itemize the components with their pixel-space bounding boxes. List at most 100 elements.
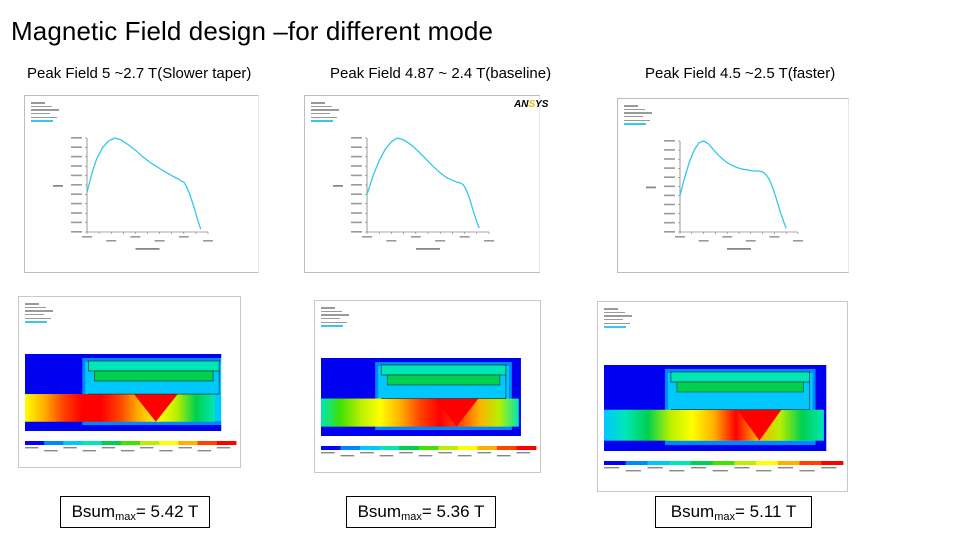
peak-field-region [133, 394, 178, 422]
header-line [311, 109, 339, 111]
y-tick-label [71, 231, 82, 233]
header-line [31, 116, 57, 118]
contour-svg [604, 365, 844, 472]
y-tick-label [351, 202, 362, 205]
x-axis-label [727, 248, 751, 250]
field-profile-plot-slower [24, 95, 259, 273]
legend-tick-label [399, 452, 413, 454]
bsum-subscript: max [401, 511, 422, 523]
legend-swatch [647, 461, 670, 465]
x-tick-label [769, 236, 780, 238]
legend-swatch [360, 446, 381, 450]
y-tick-label [664, 194, 675, 197]
ansys-logo: ANSYS [514, 99, 549, 110]
legend-tick-label [647, 467, 663, 469]
legend-tick-label [734, 467, 750, 469]
legend-swatch [120, 441, 141, 445]
yoke-outline [380, 364, 507, 376]
contour-header-text [25, 301, 53, 323]
x-tick-label [386, 240, 397, 242]
y-axis-label [333, 185, 343, 187]
legend-swatch [604, 461, 627, 465]
legend-swatch [496, 446, 517, 450]
y-tick-label [71, 221, 82, 224]
legend-tick-label [756, 470, 772, 472]
legend-swatch [140, 441, 160, 445]
bsum-value: = 5.42 T [135, 502, 199, 521]
legend-tick-label [25, 447, 39, 449]
legend-tick-label [216, 447, 231, 449]
y-tick-label [351, 184, 362, 186]
coil-region [94, 370, 214, 382]
legend-tick-label [799, 470, 815, 472]
domain-cutoff [221, 354, 236, 431]
header-line [604, 319, 623, 321]
header-line [311, 116, 337, 118]
header-accent-line [321, 325, 343, 327]
legend-swatch [777, 461, 800, 465]
x-tick-label [362, 236, 372, 238]
header-line [25, 303, 39, 305]
y-tick-label [664, 185, 675, 188]
x-tick-label [154, 240, 165, 242]
header-line [311, 113, 330, 115]
legend-tick-label [516, 452, 531, 454]
x-tick-label [410, 236, 421, 238]
bsum-max-box-baseline: Bsummax= 5.36 T [346, 496, 496, 528]
legend-swatch [690, 461, 714, 465]
legend-swatch [63, 441, 83, 445]
contour-svg [321, 358, 537, 457]
y-tick-label [71, 193, 82, 195]
field-contour-plot-faster [597, 301, 848, 492]
header-line [311, 102, 325, 104]
x-tick-label [203, 240, 213, 242]
legend-tick-label [360, 452, 374, 454]
line-plot-svg [53, 137, 213, 250]
y-tick-label [71, 155, 82, 158]
header-line [624, 105, 638, 107]
gap-field-region [321, 398, 519, 427]
domain-cutoff [520, 358, 536, 436]
header-accent-line [31, 120, 53, 122]
legend-tick-label [418, 455, 433, 457]
yoke-outline [88, 360, 220, 372]
legend-swatch [734, 461, 757, 465]
legend-swatch [821, 461, 844, 465]
legend-tick-label [625, 470, 641, 472]
line-plot-svg [646, 140, 803, 250]
y-tick-label [664, 149, 675, 151]
legend-swatch [756, 461, 779, 465]
header-line [31, 105, 52, 108]
gap-field-region [604, 409, 824, 441]
y-tick-label [664, 167, 675, 169]
legend-tick-label [63, 447, 77, 449]
bsum-value: = 5.36 T [421, 502, 485, 521]
legend-tick-label [340, 455, 355, 457]
field-contour-plot-slower [18, 296, 241, 468]
plot-header-text [311, 100, 339, 122]
y-axis-label [53, 185, 63, 187]
y-tick-label [351, 193, 362, 195]
column-heading-faster: Peak Field 4.5 ~2.5 T(faster) [645, 65, 836, 82]
legend-swatch [625, 461, 648, 465]
coil-region [676, 381, 804, 393]
y-tick-label [664, 158, 675, 160]
legend-swatch [25, 441, 45, 445]
plot-axes [366, 138, 489, 233]
legend-tick-label [44, 450, 58, 452]
header-line [31, 102, 45, 104]
legend-swatch [44, 441, 64, 445]
legend-tick-label [159, 450, 173, 452]
legend-tick-label [777, 467, 794, 469]
y-tick-label [71, 146, 82, 148]
legend-swatch [159, 441, 179, 445]
legend-swatch [216, 441, 237, 445]
y-tick-label [71, 212, 82, 214]
bsum-max-box-slower: Bsummax= 5.42 T [60, 496, 210, 528]
column-heading-slower: Peak Field 5 ~2.7 T(Slower taper) [27, 65, 252, 82]
legend-swatch [799, 461, 822, 465]
bsum-label: Bsum [357, 502, 402, 521]
x-tick-label [675, 236, 685, 238]
legend-swatch [178, 441, 199, 445]
legend-tick-label [197, 450, 212, 452]
